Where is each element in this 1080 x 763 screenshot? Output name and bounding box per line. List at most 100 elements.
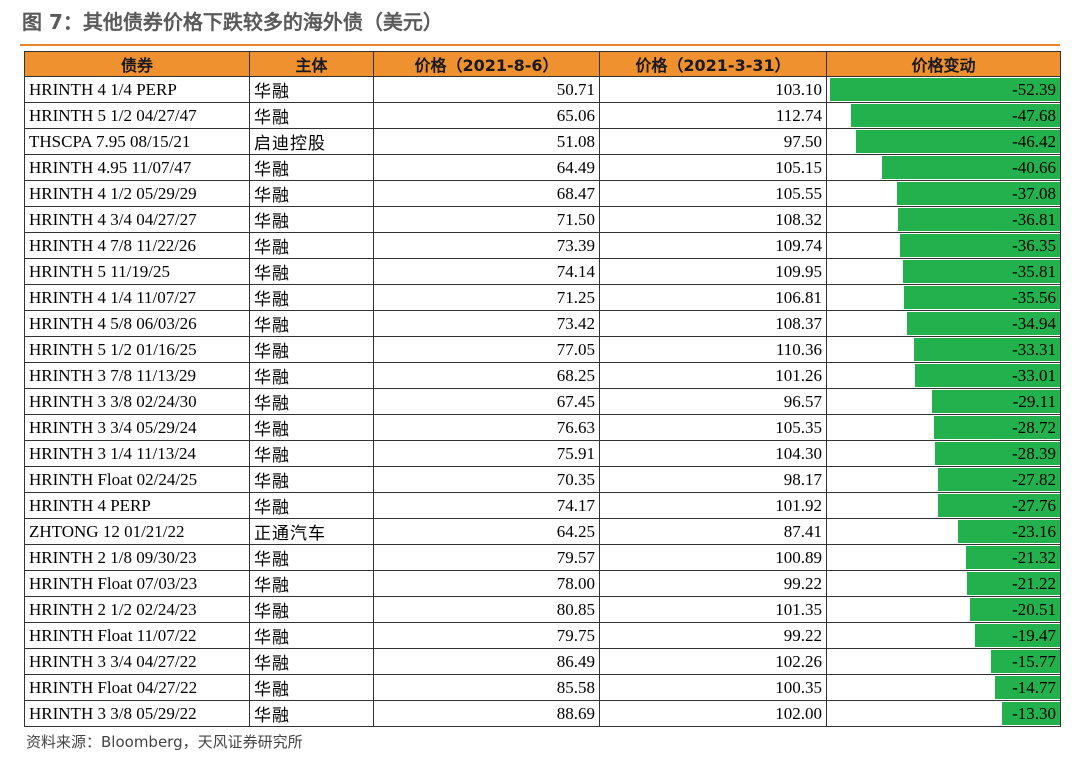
- price-change-bar: [990, 650, 1060, 673]
- price-change-value: -33.01: [1012, 365, 1056, 385]
- price-change-cell: -36.35: [826, 232, 1061, 259]
- table-row: HRINTH 4 3/4 04/27/27 华融 71.50 108.32 -36.81: [24, 206, 1061, 233]
- bond-name-cell: HRINTH 3 3/4 04/27/22: [24, 648, 250, 675]
- price-change-bar: [966, 572, 1060, 595]
- price-change-bar: [938, 494, 1060, 517]
- price-change-bar: [935, 442, 1060, 465]
- price-2021-08-06-cell: 68.47: [373, 180, 600, 207]
- price-2021-03-31-cell: 104.30: [599, 440, 827, 467]
- table-row: THSCPA 7.95 08/15/21 启迪控股 51.08 97.50 -46.42: [24, 128, 1061, 155]
- price-change-value: -37.08: [1012, 183, 1056, 203]
- issuer-cell: 华融: [249, 180, 374, 207]
- issuer-cell: 华融: [249, 440, 374, 467]
- table-row: HRINTH 5 1/2 04/27/47 华融 65.06 112.74 -47.68: [24, 102, 1061, 129]
- price-2021-03-31-cell: 97.50: [599, 128, 827, 155]
- price-2021-08-06-cell: 73.39: [373, 232, 600, 259]
- price-2021-08-06-cell: 70.35: [373, 466, 600, 493]
- price-2021-03-31-cell: 109.74: [599, 232, 827, 259]
- price-2021-08-06-cell: 85.58: [373, 674, 600, 701]
- price-change-bar: [1001, 702, 1060, 725]
- price-change-bar: [974, 624, 1060, 647]
- price-2021-03-31-cell: 112.74: [599, 102, 827, 129]
- price-change-cell: -27.82: [826, 466, 1061, 493]
- price-change-value: -19.47: [1012, 625, 1056, 645]
- price-change-value: -34.94: [1012, 313, 1056, 333]
- price-2021-08-06-cell: 79.57: [373, 544, 600, 571]
- price-change-cell: -34.94: [826, 310, 1061, 337]
- price-change-cell: -33.31: [826, 336, 1061, 363]
- header-price-change: 价格变动: [826, 51, 1061, 77]
- bond-name-cell: HRINTH Float 04/27/22: [24, 674, 250, 701]
- price-change-bar: [850, 104, 1060, 127]
- price-2021-08-06-cell: 64.49: [373, 154, 600, 181]
- price-2021-08-06-cell: 79.75: [373, 622, 600, 649]
- price-change-cell: -52.39: [826, 76, 1061, 103]
- bond-name-cell: HRINTH 3 1/4 11/13/24: [24, 440, 250, 467]
- price-2021-03-31-cell: 87.41: [599, 518, 827, 545]
- price-change-bar: [903, 286, 1060, 309]
- issuer-cell: 华融: [249, 492, 374, 519]
- price-2021-03-31-cell: 101.26: [599, 362, 827, 389]
- price-2021-08-06-cell: 86.49: [373, 648, 600, 675]
- table-row: HRINTH 4 7/8 11/22/26 华融 73.39 109.74 -36.35: [24, 232, 1061, 259]
- table-row: HRINTH Float 07/03/23 华融 78.00 99.22 -21.22: [24, 570, 1061, 597]
- price-change-value: -36.81: [1012, 209, 1056, 229]
- title-underline: [20, 44, 1060, 46]
- price-2021-03-31-cell: 101.35: [599, 596, 827, 623]
- issuer-cell: 华融: [249, 154, 374, 181]
- bond-name-cell: HRINTH 2 1/8 09/30/23: [24, 544, 250, 571]
- header-bond: 债券: [24, 51, 250, 77]
- price-change-bar: [937, 468, 1060, 491]
- table-row: ZHTONG 12 01/21/22 正通汽车 64.25 87.41 -23.16: [24, 518, 1061, 545]
- issuer-cell: 华融: [249, 414, 374, 441]
- price-2021-08-06-cell: 67.45: [373, 388, 600, 415]
- header-issuer: 主体: [249, 51, 374, 77]
- price-2021-03-31-cell: 98.17: [599, 466, 827, 493]
- issuer-cell: 华融: [249, 570, 374, 597]
- bond-name-cell: HRINTH Float 02/24/25: [24, 466, 250, 493]
- price-change-cell: -13.30: [826, 700, 1061, 727]
- price-2021-08-06-cell: 50.71: [373, 76, 600, 103]
- issuer-cell: 华融: [249, 336, 374, 363]
- price-change-bar: [966, 546, 1060, 569]
- price-change-bar: [900, 234, 1060, 257]
- table-body: HRINTH 4 1/4 PERP 华融 50.71 103.10 -52.39 HRIN…: [24, 76, 1061, 727]
- price-2021-03-31-cell: 105.55: [599, 180, 827, 207]
- price-change-cell: -36.81: [826, 206, 1061, 233]
- price-change-cell: -14.77: [826, 674, 1061, 701]
- bond-name-cell: HRINTH 3 7/8 11/13/29: [24, 362, 250, 389]
- bond-name-cell: HRINTH 5 1/2 04/27/47: [24, 102, 250, 129]
- issuer-cell: 华融: [249, 362, 374, 389]
- bond-name-cell: HRINTH 4 1/4 11/07/27: [24, 284, 250, 311]
- price-change-cell: -33.01: [826, 362, 1061, 389]
- table-row: HRINTH 2 1/2 02/24/23 华融 80.85 101.35 -20.51: [24, 596, 1061, 623]
- bond-name-cell: HRINTH 5 11/19/25: [24, 258, 250, 285]
- bond-name-cell: ZHTONG 12 01/21/22: [24, 518, 250, 545]
- price-2021-03-31-cell: 102.00: [599, 700, 827, 727]
- price-2021-08-06-cell: 51.08: [373, 128, 600, 155]
- table-row: HRINTH 3 3/4 05/29/24 华融 76.63 105.35 -28.72: [24, 414, 1061, 441]
- issuer-cell: 华融: [249, 700, 374, 727]
- price-change-bar: [902, 260, 1060, 283]
- bond-name-cell: HRINTH 4 PERP: [24, 492, 250, 519]
- price-change-cell: -28.39: [826, 440, 1061, 467]
- price-2021-08-06-cell: 68.25: [373, 362, 600, 389]
- price-change-value: -23.16: [1012, 521, 1056, 541]
- issuer-cell: 华融: [249, 76, 374, 103]
- bond-name-cell: HRINTH 2 1/2 02/24/23: [24, 596, 250, 623]
- table-row: HRINTH 2 1/8 09/30/23 华融 79.57 100.89 -21.32: [24, 544, 1061, 571]
- price-2021-08-06-cell: 74.14: [373, 258, 600, 285]
- price-2021-03-31-cell: 100.89: [599, 544, 827, 571]
- price-change-value: -27.82: [1012, 469, 1056, 489]
- table-row: HRINTH 4 1/4 11/07/27 华融 71.25 106.81 -35.56: [24, 284, 1061, 311]
- table-header-row: 债券 主体 价格（2021-8-6） 价格（2021-3-31） 价格变动: [24, 51, 1061, 77]
- price-change-cell: -21.22: [826, 570, 1061, 597]
- price-change-bar: [898, 208, 1060, 231]
- price-change-cell: -19.47: [826, 622, 1061, 649]
- price-change-value: -21.32: [1012, 547, 1056, 567]
- issuer-cell: 正通汽车: [249, 518, 374, 545]
- figure-title: 图 7：其他债券价格下跌较多的海外债（美元）: [22, 10, 443, 34]
- price-change-cell: -37.08: [826, 180, 1061, 207]
- price-change-value: -28.39: [1012, 443, 1056, 463]
- price-2021-03-31-cell: 108.32: [599, 206, 827, 233]
